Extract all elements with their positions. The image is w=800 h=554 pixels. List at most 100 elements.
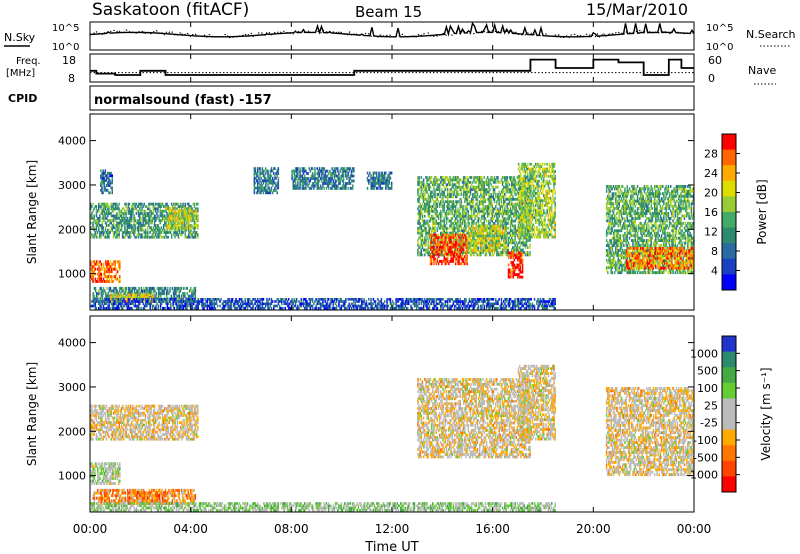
station-title: Saskatoon (fitACF) xyxy=(92,0,249,20)
data-cell xyxy=(434,217,436,220)
data-cell xyxy=(268,176,270,180)
data-cell xyxy=(339,169,341,173)
data-cell xyxy=(316,184,318,188)
data-cell xyxy=(177,294,179,298)
data-cell xyxy=(525,201,528,205)
data-cell xyxy=(472,222,474,225)
data-cell xyxy=(103,209,106,213)
data-cell xyxy=(464,212,466,216)
data-cell xyxy=(192,292,194,296)
data-cell xyxy=(111,219,114,222)
data-cell xyxy=(437,185,440,189)
data-cell xyxy=(417,207,419,211)
data-cell xyxy=(161,235,164,239)
data-cell xyxy=(153,214,156,218)
data-cell xyxy=(512,241,514,245)
data-cell xyxy=(105,216,108,220)
data-cell xyxy=(254,172,257,175)
data-cell xyxy=(100,226,102,230)
data-cell xyxy=(468,251,471,254)
data-cell xyxy=(504,231,506,235)
data-cell xyxy=(167,231,169,234)
data-cell xyxy=(514,185,516,189)
data-cell xyxy=(483,180,485,184)
data-cell xyxy=(472,188,474,191)
data-cell xyxy=(470,217,473,220)
data-cell xyxy=(126,233,128,237)
data-cell xyxy=(528,226,530,229)
data-cell xyxy=(348,169,350,173)
data-cell xyxy=(465,193,467,196)
data-cell xyxy=(513,205,515,208)
data-cell xyxy=(112,221,115,225)
data-cell xyxy=(505,251,507,254)
data-cell xyxy=(437,224,440,228)
data-cell xyxy=(193,224,196,228)
data-cell xyxy=(453,250,456,254)
data-cell xyxy=(527,189,529,193)
data-cell xyxy=(186,212,189,215)
data-cell xyxy=(473,195,475,199)
data-cell xyxy=(390,171,393,175)
data-cell xyxy=(145,214,148,218)
data-cell xyxy=(477,207,480,211)
data-cell xyxy=(184,214,187,218)
data-cell xyxy=(111,224,114,227)
data-cell xyxy=(446,193,449,196)
data-cell xyxy=(108,262,111,266)
data-cell xyxy=(182,231,184,234)
data-cell xyxy=(174,217,176,220)
data-cell xyxy=(426,178,428,182)
data-cell xyxy=(276,181,278,185)
data-cell xyxy=(194,207,197,211)
data-cell xyxy=(109,231,111,234)
data-cell xyxy=(177,219,180,223)
data-cell xyxy=(498,202,500,206)
data-cell xyxy=(474,176,476,179)
data-cell xyxy=(102,299,105,303)
data-cell xyxy=(190,219,192,223)
data-cell xyxy=(519,165,521,168)
data-cell xyxy=(317,172,320,175)
data-cell xyxy=(456,200,458,204)
data-cell xyxy=(176,209,179,213)
data-cell xyxy=(349,186,352,190)
data-cell xyxy=(300,174,302,178)
data-cell xyxy=(162,224,165,227)
data-cell xyxy=(329,177,331,180)
data-cell xyxy=(426,251,428,254)
data-cell xyxy=(433,229,435,233)
data-cell xyxy=(92,202,94,206)
data-cell xyxy=(503,209,505,213)
data-cell xyxy=(474,241,476,245)
data-cell xyxy=(333,169,336,173)
data-cell xyxy=(141,207,143,211)
data-cell xyxy=(520,195,522,199)
data-cell xyxy=(480,190,482,194)
data-cell xyxy=(440,260,442,263)
data-cell xyxy=(424,214,426,218)
data-cell xyxy=(523,221,526,224)
data-cell xyxy=(136,295,139,299)
data-cell xyxy=(461,241,464,245)
data-cell xyxy=(128,224,131,227)
data-cell xyxy=(524,241,527,245)
data-cell xyxy=(119,221,122,225)
data-cell xyxy=(427,212,429,216)
data-cell xyxy=(485,190,488,194)
data-cell xyxy=(499,207,501,211)
data-cell xyxy=(133,221,135,225)
data-cell xyxy=(506,190,508,194)
data-cell xyxy=(507,207,509,211)
data-cell xyxy=(292,186,294,190)
data-cell xyxy=(109,275,112,278)
data-cell xyxy=(376,181,378,185)
data-cell xyxy=(437,188,440,191)
data-cell xyxy=(333,184,336,188)
data-cell xyxy=(468,234,471,238)
data-cell xyxy=(120,286,122,290)
data-cell xyxy=(467,197,469,201)
data-cell xyxy=(334,184,337,188)
data-cell xyxy=(434,253,436,257)
data-cell xyxy=(496,195,498,199)
